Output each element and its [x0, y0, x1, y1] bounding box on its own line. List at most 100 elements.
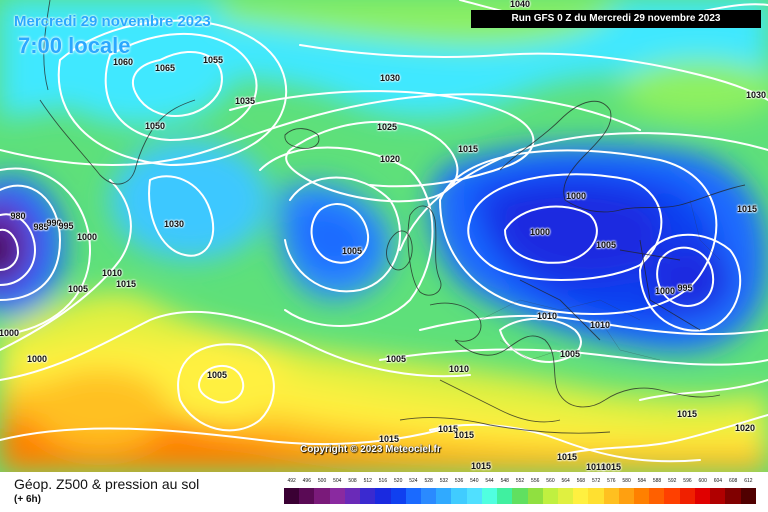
isobar-label: 1000 [26, 354, 48, 364]
legend-value-label: 588 [652, 478, 662, 484]
legend-color-cell [740, 488, 756, 504]
legend-color-cell [542, 488, 558, 504]
legend-value-label: 532 [439, 478, 449, 484]
legend-color-cell [420, 488, 437, 504]
legend-color-cell [588, 488, 604, 504]
legend-value-label: 612 [744, 478, 753, 484]
isobar-label: 1065 [154, 63, 176, 73]
legend-value-label: 584 [637, 478, 646, 484]
isobar-label: 995 [677, 283, 693, 293]
legend-color-cell [710, 488, 726, 504]
legend-value-label: 536 [454, 478, 464, 484]
isobar-label: 995 [58, 221, 74, 231]
legend-color-cell [664, 488, 680, 504]
legend-value-label: 556 [531, 478, 540, 484]
legend-value-label: 596 [683, 478, 692, 484]
isobar-label: 1000 [565, 191, 587, 201]
isobar-label: 1030 [745, 90, 767, 100]
legend-value-label: 604 [713, 478, 723, 484]
legend-color-cell [299, 488, 315, 504]
legend-color-cell [481, 488, 498, 504]
legend-value-label: 592 [668, 478, 677, 484]
legend-value-label: 496 [302, 478, 311, 484]
legend-color-cell [649, 488, 665, 504]
isobar-label: 1015 [437, 424, 459, 434]
isobar-label: 1010 [101, 268, 123, 278]
legend-value-label: 580 [622, 478, 631, 484]
legend-color-cell [284, 488, 300, 504]
legend-value-label: 544 [485, 478, 494, 484]
isobar-label: 1020 [379, 154, 401, 164]
legend-value-label: 524 [409, 478, 418, 484]
model-run-label: Run GFS 0 Z du Mercredi 29 novembre 2023 [471, 10, 761, 28]
legend-color-cell [329, 488, 345, 504]
legend-value-label: 504 [333, 478, 342, 484]
legend-value-label: 508 [348, 478, 357, 484]
isobar-label: 1000 [529, 227, 551, 237]
isobar-label: 1060 [112, 57, 134, 67]
legend-color-cell [573, 488, 589, 504]
isobar-label: 1015 [600, 462, 622, 472]
legend-value-label: 552 [515, 478, 525, 484]
legend-color-cell [466, 488, 482, 504]
legend-color-cell [375, 488, 391, 504]
isobar-label: 1015 [378, 434, 400, 444]
forecast-time: 7:00 locale [18, 33, 131, 58]
legend-value-label: 568 [576, 478, 586, 484]
isobar-label: 1005 [206, 370, 228, 380]
isobar-label: 1040 [509, 0, 531, 9]
geopotential-color-field [0, 0, 768, 472]
isobar-label: 1025 [376, 122, 398, 132]
isobar-label: 1020 [734, 423, 756, 433]
isobar-label: 1015 [457, 144, 479, 154]
isobar-label: 1010 [536, 311, 558, 321]
isobar-label: 990 [46, 218, 62, 228]
legend-color-cell [679, 488, 695, 504]
isobar-label: 1055 [202, 55, 224, 65]
legend-value-label: 520 [394, 478, 403, 484]
legend-labels: 492 496 500 504 508 512 516 520 524 528 532 536 540 5… [284, 478, 756, 488]
legend-value-label: 500 [317, 478, 327, 484]
isobar-label: 985 [33, 222, 49, 232]
chart-parameter-title: Géop. Z500 & pression au sol [14, 476, 200, 492]
legend-color-cell [603, 488, 619, 504]
isobar-label: 1030 [379, 73, 401, 83]
isobar-label: 1015 [470, 461, 492, 471]
legend-color-cell [497, 488, 513, 504]
isobar-label: 1000 [0, 328, 20, 338]
legend-value-label: 572 [591, 478, 601, 484]
legend-color-cell [725, 488, 741, 504]
legend-value-label: 608 [728, 478, 738, 484]
legend-color-cell [360, 488, 376, 504]
isobar-label: 1010 [589, 320, 611, 330]
legend-color-cell [436, 488, 452, 504]
legend-color-cell [344, 488, 361, 504]
isobar-label: 1015 [736, 204, 758, 214]
isobar-label: 1030 [163, 219, 185, 229]
isobar-label: 1015 [453, 430, 475, 440]
isobar-label: 1015 [676, 409, 698, 419]
legend-value-label: 600 [698, 478, 707, 484]
isobar-label: 1005 [67, 284, 89, 294]
isobar-label: 1005 [595, 240, 617, 250]
legend-value-label: 492 [287, 478, 296, 484]
isobar-label: 1015 [556, 452, 578, 462]
isobar-label: 1015 [115, 279, 137, 289]
country-borders [479, 199, 721, 361]
legend-color-cell [512, 488, 528, 504]
legend-value-label: 540 [470, 478, 479, 484]
isobar-label: 1010 [585, 462, 607, 472]
legend-color-cell [694, 488, 711, 504]
legend-color-cell [405, 488, 421, 504]
isobar-label: 1005 [341, 246, 363, 256]
isobar-label: 1005 [385, 354, 407, 364]
isobar-label: 1000 [76, 232, 98, 242]
legend-value-label: 560 [546, 478, 555, 484]
forecast-lead-time: (+ 6h) [14, 494, 41, 505]
color-legend: 492 496 500 504 508 512 516 520 524 528 532 536 540 5… [284, 478, 756, 508]
legend-color-cell [634, 488, 650, 504]
copyright-notice: Copyright © 2023 Meteociel.fr [300, 444, 441, 455]
legend-value-label: 564 [561, 478, 570, 484]
isobar-label: 1035 [234, 96, 256, 106]
